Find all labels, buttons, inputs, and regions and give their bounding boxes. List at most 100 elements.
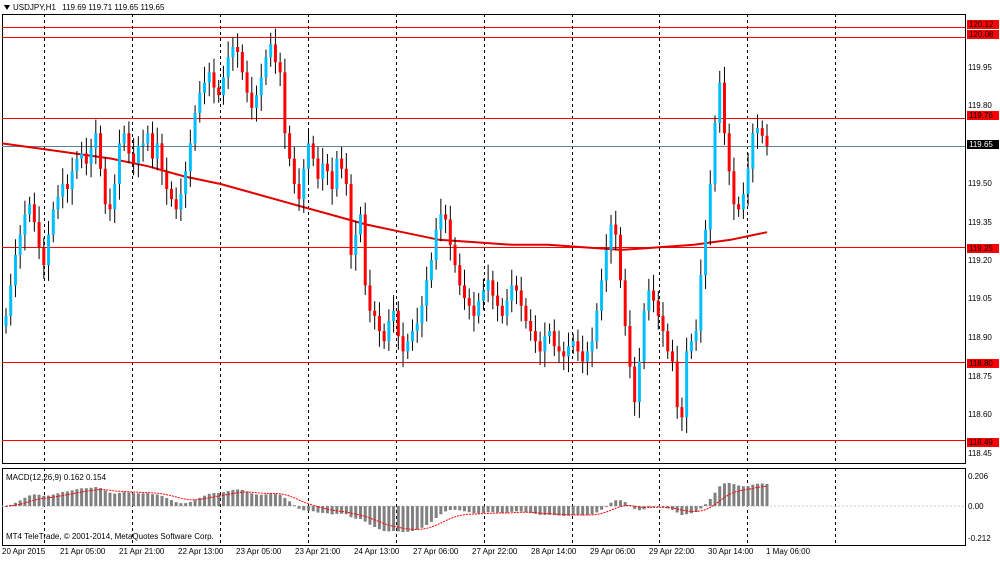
time-tick: 29 Apr 06:00 bbox=[590, 547, 636, 556]
macd-bar bbox=[344, 506, 348, 515]
bull-candle bbox=[259, 77, 263, 96]
bull-candle bbox=[510, 285, 514, 301]
macd-bar bbox=[113, 493, 117, 507]
macd-bar bbox=[477, 506, 481, 514]
bull-candle bbox=[321, 163, 325, 179]
bull-candle bbox=[505, 300, 509, 316]
macd-bar bbox=[448, 506, 452, 511]
bear-candle bbox=[552, 331, 556, 347]
time-tick: 21 Apr 21:00 bbox=[119, 547, 165, 556]
macd-bar bbox=[297, 506, 301, 509]
bull-candle bbox=[113, 183, 117, 210]
macd-bar bbox=[382, 506, 386, 532]
dropdown-triangle-icon[interactable] bbox=[4, 5, 10, 11]
macd-bar bbox=[28, 495, 32, 507]
price-tick: 119.20 bbox=[968, 256, 992, 265]
bull-candle bbox=[207, 72, 211, 83]
bull-candle bbox=[439, 214, 443, 230]
price-tick: 119.50 bbox=[968, 179, 992, 188]
bear-candle bbox=[628, 326, 632, 367]
bear-candle bbox=[344, 168, 348, 184]
macd-bar bbox=[387, 506, 391, 532]
bear-candle bbox=[330, 171, 334, 190]
macd-bar bbox=[51, 494, 55, 507]
macd-bar bbox=[292, 505, 296, 507]
bull-candle bbox=[689, 341, 693, 352]
chart-title[interactable]: USDJPY,H1 119.69 119.71 119.65 119.65 bbox=[4, 3, 164, 13]
bear-candle bbox=[765, 135, 769, 146]
bear-candle bbox=[37, 222, 41, 248]
price-tick: 118.45 bbox=[968, 449, 992, 458]
bull-candle bbox=[188, 143, 192, 172]
bear-candle bbox=[377, 315, 381, 332]
bull-candle bbox=[718, 82, 722, 124]
macd-bar bbox=[548, 506, 552, 515]
macd-bar bbox=[590, 506, 594, 515]
bull-candle bbox=[146, 133, 150, 144]
macd-bar bbox=[434, 506, 438, 518]
macd-bar bbox=[661, 506, 665, 508]
macd-bar bbox=[704, 504, 708, 507]
macd-bar bbox=[47, 495, 51, 507]
macd-bar bbox=[392, 506, 396, 532]
bear-candle bbox=[401, 336, 405, 352]
time-tick: 23 Apr 05:00 bbox=[236, 547, 282, 556]
macd-bar bbox=[264, 494, 268, 507]
bull-candle bbox=[604, 249, 608, 281]
macd-tick: -0.212 bbox=[968, 534, 991, 543]
price-tick: 119.35 bbox=[968, 218, 992, 227]
bear-candle bbox=[42, 247, 46, 266]
macd-bar bbox=[273, 493, 277, 507]
bull-candle bbox=[420, 305, 424, 324]
bull-candle bbox=[387, 320, 391, 342]
macd-bar bbox=[203, 495, 207, 507]
bull-candle bbox=[571, 341, 575, 347]
bear-candle bbox=[562, 351, 566, 357]
macd-bar bbox=[618, 500, 622, 507]
bear-candle bbox=[614, 224, 618, 235]
bull-candle bbox=[231, 46, 235, 58]
time-tick: 1 May 06:00 bbox=[766, 547, 811, 556]
macd-bar bbox=[245, 491, 249, 507]
macd-bar bbox=[349, 506, 353, 518]
macd-bar bbox=[108, 492, 112, 507]
level-lines[interactable] bbox=[2, 27, 965, 441]
macd-bar bbox=[65, 491, 69, 507]
macd-bar bbox=[335, 506, 339, 514]
bear-candle bbox=[458, 265, 462, 286]
macd-bar bbox=[420, 506, 424, 528]
macd-bar bbox=[193, 500, 197, 507]
ohlc-readout: 119.69 119.71 119.65 119.65 bbox=[62, 3, 165, 12]
bull-candle bbox=[590, 341, 594, 352]
macd-bar bbox=[18, 500, 22, 507]
bull-candle bbox=[746, 168, 750, 195]
bear-candle bbox=[165, 171, 169, 190]
macd-bar bbox=[169, 500, 173, 507]
macd-bar bbox=[425, 506, 429, 526]
bull-candle bbox=[642, 310, 646, 362]
macd-bar bbox=[160, 496, 164, 507]
bear-candle bbox=[103, 168, 107, 205]
macd-bar bbox=[165, 498, 169, 507]
macd-bar bbox=[566, 506, 570, 516]
bear-candle bbox=[732, 171, 736, 205]
macd-bar bbox=[533, 506, 537, 514]
macd-bar bbox=[174, 502, 178, 507]
bear-candle bbox=[491, 280, 495, 296]
macd-bar bbox=[481, 506, 485, 514]
macd-title: MACD(12,26,9) 0.162 0.154 bbox=[6, 473, 107, 482]
macd-bar bbox=[637, 506, 641, 511]
bear-candle bbox=[514, 285, 518, 291]
bull-candle bbox=[18, 234, 22, 255]
bull-candle bbox=[226, 57, 230, 78]
macd-bar bbox=[741, 486, 745, 507]
macd-bar bbox=[500, 506, 504, 513]
macd-bar bbox=[519, 506, 523, 512]
bear-candle bbox=[623, 280, 627, 327]
bull-candle bbox=[543, 336, 547, 352]
bear-candle bbox=[316, 158, 320, 179]
bull-candle bbox=[481, 290, 485, 301]
current-price-label: 119.65 bbox=[967, 140, 999, 149]
